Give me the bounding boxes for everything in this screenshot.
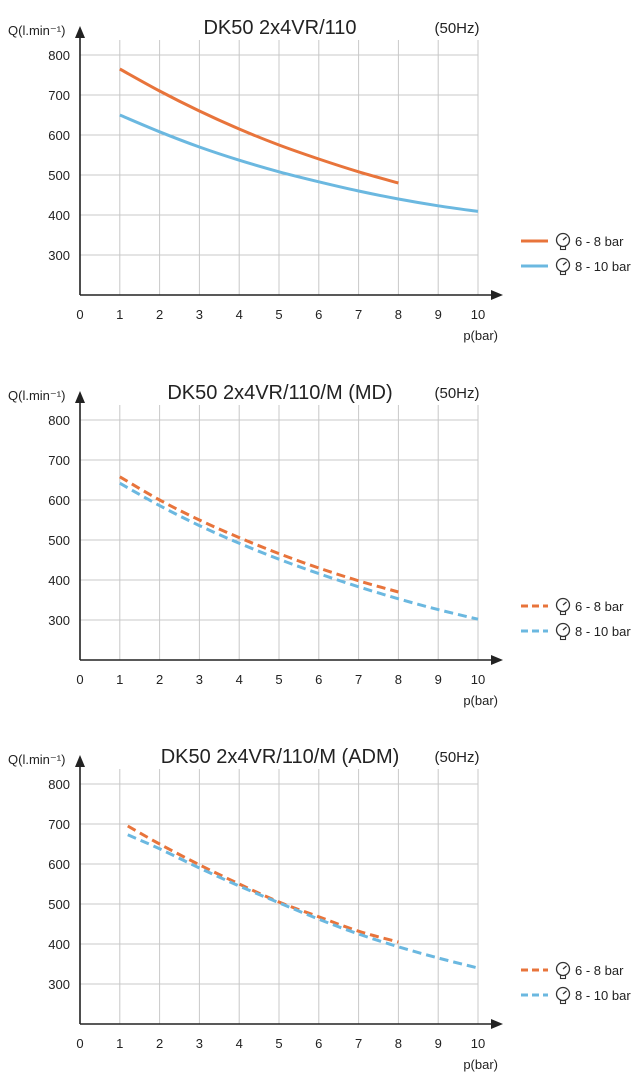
legend-label: 8 - 10 bar <box>575 624 631 639</box>
y-tick-label: 600 <box>48 857 70 872</box>
x-tick-label: 5 <box>275 1036 282 1051</box>
y-axis-label: Q(l.min⁻¹) <box>8 752 65 767</box>
pressure-gauge-icon <box>555 986 571 1005</box>
y-tick-label: 300 <box>48 613 70 628</box>
x-tick-label: 6 <box>315 672 322 687</box>
x-tick-label: 3 <box>196 672 203 687</box>
x-tick-label: 3 <box>196 307 203 322</box>
x-tick-label: 4 <box>236 1036 243 1051</box>
y-axis-label: Q(l.min⁻¹) <box>8 23 65 38</box>
y-tick-label: 500 <box>48 897 70 912</box>
series-line-6-8-bar <box>119 475 399 594</box>
y-tick-label: 800 <box>48 48 70 63</box>
x-tick-label: 8 <box>395 307 402 322</box>
chart-2: 0 1 2 3 4 5 6 7 8 9 10 300 400 500 600 700 800 DK50 2x4VR… <box>8 382 631 708</box>
x-tick-label: 7 <box>355 307 362 322</box>
x-tick-label: 6 <box>315 1036 322 1051</box>
x-axis-arrow <box>491 290 503 300</box>
y-tick-label: 700 <box>48 88 70 103</box>
x-tick-label: 10 <box>471 672 485 687</box>
legend-label: 6 - 8 bar <box>575 599 624 614</box>
x-tick-label: 1 <box>116 307 123 322</box>
y-tick-label: 300 <box>48 248 70 263</box>
x-tick-label: 8 <box>395 672 402 687</box>
series-line-8-10-bar <box>119 113 479 213</box>
pressure-gauge-icon <box>555 257 571 276</box>
x-tick-label: 7 <box>355 672 362 687</box>
x-tick-label: 4 <box>236 307 243 322</box>
chart-title: DK50 2x4VR/110/M (ADM) <box>161 746 400 768</box>
series-line-8-10-bar <box>127 833 479 970</box>
x-tick-label: 2 <box>156 1036 163 1051</box>
x-tick-label: 10 <box>471 307 485 322</box>
x-tick-label: 0 <box>76 307 83 322</box>
x-tick-label: 6 <box>315 307 322 322</box>
y-axis-arrow <box>75 391 85 403</box>
pressure-gauge-icon <box>555 232 571 251</box>
legend-label: 8 - 10 bar <box>575 988 631 1003</box>
legend-label: 8 - 10 bar <box>575 259 631 274</box>
x-tick-label: 5 <box>275 307 282 322</box>
pressure-gauge-icon <box>555 961 571 980</box>
x-tick-label: 9 <box>435 1036 442 1051</box>
y-tick-label: 300 <box>48 977 70 992</box>
chart-title: DK50 2x4VR/110/M (MD) <box>167 382 392 404</box>
x-tick-label: 2 <box>156 672 163 687</box>
legend-label: 6 - 8 bar <box>575 963 624 978</box>
chart-title: DK50 2x4VR/110 <box>203 17 356 39</box>
chart-3: 0 1 2 3 4 5 6 7 8 9 10 300 400 500 600 700 800 DK50 2x4VR… <box>8 746 631 1072</box>
x-tick-label: 0 <box>76 672 83 687</box>
legend-label: 6 - 8 bar <box>575 234 624 249</box>
x-axis-arrow <box>491 655 503 665</box>
y-tick-label: 800 <box>48 777 70 792</box>
y-tick-label: 700 <box>48 453 70 468</box>
x-axis-arrow <box>491 1019 503 1029</box>
x-tick-label: 9 <box>435 672 442 687</box>
y-tick-label: 700 <box>48 817 70 832</box>
y-tick-label: 400 <box>48 937 70 952</box>
x-tick-label: 8 <box>395 1036 402 1051</box>
x-axis-label: p(bar) <box>463 1057 498 1072</box>
y-tick-label: 400 <box>48 208 70 223</box>
pressure-gauge-icon <box>555 622 571 641</box>
x-tick-label: 4 <box>236 672 243 687</box>
x-axis-label: p(bar) <box>463 328 498 343</box>
series-line-6-8-bar <box>127 824 399 944</box>
chart-frequency: (50Hz) <box>434 20 479 37</box>
y-axis-arrow <box>75 26 85 38</box>
y-axis-label: Q(l.min⁻¹) <box>8 388 65 403</box>
y-tick-label: 600 <box>48 128 70 143</box>
x-tick-label: 9 <box>435 307 442 322</box>
chart-1: 0 1 2 3 4 5 6 7 8 9 10 300 400 500 600 700 800 DK50 2x4VR… <box>8 17 631 343</box>
x-tick-label: 10 <box>471 1036 485 1051</box>
x-axis-label: p(bar) <box>463 693 498 708</box>
y-axis-arrow <box>75 755 85 767</box>
x-tick-label: 0 <box>76 1036 83 1051</box>
y-tick-label: 500 <box>48 533 70 548</box>
series-line-6-8-bar <box>119 67 399 185</box>
y-tick-label: 600 <box>48 493 70 508</box>
x-tick-label: 3 <box>196 1036 203 1051</box>
x-tick-label: 1 <box>116 672 123 687</box>
chart-frequency: (50Hz) <box>434 749 479 766</box>
series-line-8-10-bar <box>119 481 479 621</box>
x-tick-label: 2 <box>156 307 163 322</box>
pressure-gauge-icon <box>555 597 571 616</box>
x-tick-label: 1 <box>116 1036 123 1051</box>
y-tick-label: 500 <box>48 168 70 183</box>
chart-frequency: (50Hz) <box>434 385 479 402</box>
x-tick-label: 5 <box>275 672 282 687</box>
x-tick-label: 7 <box>355 1036 362 1051</box>
y-tick-label: 400 <box>48 573 70 588</box>
y-tick-label: 800 <box>48 413 70 428</box>
